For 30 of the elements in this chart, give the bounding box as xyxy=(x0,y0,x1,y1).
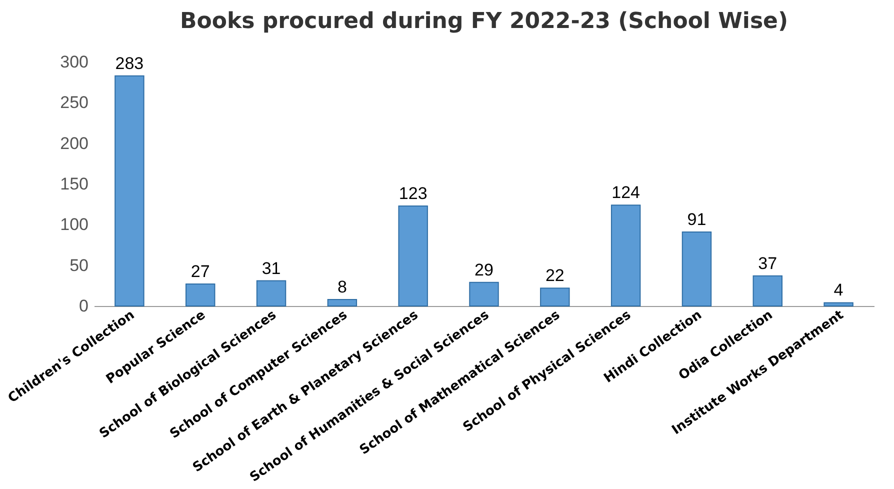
data-label: 29 xyxy=(474,260,494,280)
bar xyxy=(186,284,216,306)
bar xyxy=(256,280,286,306)
data-label: 91 xyxy=(687,210,706,229)
bar xyxy=(824,302,854,306)
data-label: 27 xyxy=(190,262,210,282)
data-label: 123 xyxy=(398,184,428,203)
bar xyxy=(327,298,358,306)
y-tick-label: 0 xyxy=(79,296,88,316)
data-label: 31 xyxy=(262,258,281,278)
data-label: 4 xyxy=(834,280,844,300)
bar xyxy=(610,204,641,306)
bar xyxy=(540,288,570,306)
data-label: 22 xyxy=(545,266,564,286)
chart-title: Books procured during FY 2022-23 (School Wise) xyxy=(180,9,788,34)
bar xyxy=(682,231,712,306)
bar xyxy=(469,282,499,306)
bar xyxy=(752,275,782,306)
y-tick-label: 50 xyxy=(70,256,88,275)
y-tick-label: 250 xyxy=(60,93,88,112)
bar xyxy=(114,75,144,306)
data-label: 37 xyxy=(758,254,778,273)
y-tick-label: 200 xyxy=(60,134,88,153)
data-label: 283 xyxy=(115,54,144,73)
y-tick-label: 300 xyxy=(60,52,88,72)
data-label: 8 xyxy=(337,277,347,296)
y-tick-label: 100 xyxy=(60,215,88,234)
bar xyxy=(398,205,428,306)
data-label: 124 xyxy=(612,183,640,202)
y-tick-label: 150 xyxy=(60,174,88,194)
